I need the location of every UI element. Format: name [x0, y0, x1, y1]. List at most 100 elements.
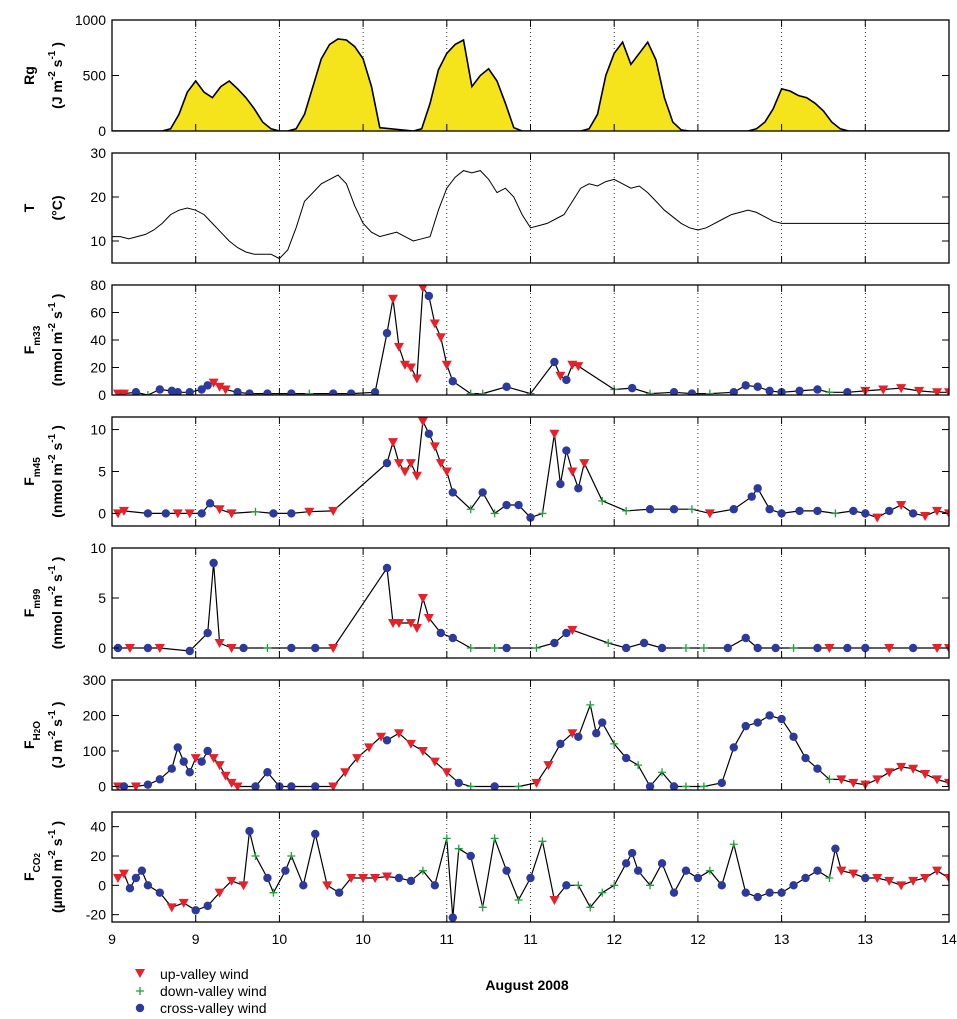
x-tick-label: 11 [440, 931, 455, 947]
cross-valley-marker [424, 291, 434, 301]
cross-valley-marker [382, 458, 392, 468]
up-valley-marker [531, 778, 542, 788]
cross-valley-marker [621, 643, 631, 653]
y-tick-label: 200 [83, 707, 107, 723]
up-valley-marker [932, 506, 943, 516]
up-valley-marker [872, 775, 883, 785]
cross-valley-marker [185, 768, 194, 777]
cross-valley-marker [645, 782, 655, 790]
up-valley-marker [908, 764, 919, 774]
cross-valley-marker [155, 888, 165, 897]
down-valley-marker [646, 881, 655, 890]
up-valley-marker [226, 644, 237, 653]
cross-valley-marker [197, 757, 206, 766]
series-line [118, 562, 949, 652]
up-valley-marker [220, 771, 231, 781]
series-line [118, 702, 949, 788]
down-valley-marker [466, 782, 475, 790]
up-valley-marker [226, 778, 237, 788]
cross-valley-marker [723, 643, 732, 653]
x-tick-label: 13 [858, 931, 874, 947]
panel-fm45: 0 5 10 Fm45 (nmol m-2 s-1 ) [21, 416, 950, 527]
cross-valley-marker [239, 643, 248, 653]
cross-valley-marker [125, 884, 135, 893]
plot-area [113, 558, 949, 656]
cross-valley-marker [627, 848, 637, 858]
up-valley-marker [441, 768, 452, 778]
down-valley-marker [586, 700, 595, 709]
cross-valley-marker [287, 643, 296, 653]
up-valley-marker [944, 388, 949, 395]
cross-valley-marker [861, 643, 870, 653]
up-valley-marker [418, 285, 428, 293]
down-valley-marker [681, 782, 690, 790]
cross-valley-marker [789, 881, 798, 890]
cross-valley-marker [448, 377, 457, 386]
down-valley-marker [610, 739, 619, 748]
up-valley-marker [370, 874, 381, 883]
y-axis-unit: (J m-2 s-1 ) [47, 702, 65, 769]
y-tick-label: 10 [90, 422, 106, 438]
up-valley-marker [322, 881, 333, 891]
legend-cross-marker [135, 1003, 145, 1013]
cross-valley-marker [765, 888, 774, 897]
down-valley-marker [514, 782, 523, 790]
up-valley-marker [358, 874, 369, 883]
plot-area [112, 826, 949, 922]
down-valley-marker [705, 866, 714, 875]
cross-valley-marker [251, 782, 260, 790]
cross-valley-marker [167, 764, 176, 773]
up-valley-marker [387, 294, 398, 304]
cross-valley-marker [861, 873, 870, 883]
up-valley-marker [172, 509, 183, 519]
down-valley-marker [538, 837, 547, 846]
cross-valley-marker [185, 646, 194, 656]
up-valley-marker [118, 389, 129, 395]
up-valley-marker [884, 876, 895, 886]
down-valley-marker [574, 881, 583, 890]
plot-area [112, 38, 949, 131]
series-line [117, 830, 949, 918]
cross-valley-marker [502, 500, 511, 510]
up-valley-marker [704, 509, 715, 519]
y-tick-label: 20 [90, 360, 106, 376]
y-tick-label: 500 [83, 68, 107, 84]
y-tick-label: 30 [90, 145, 106, 161]
up-valley-marker [411, 471, 422, 481]
plot-area [112, 417, 949, 523]
up-valley-marker [393, 619, 404, 628]
up-valley-marker [112, 874, 123, 883]
down-valley-marker [490, 644, 499, 652]
up-valley-marker [435, 333, 446, 343]
y-tick-label: 40 [90, 819, 106, 835]
down-valley-marker [305, 389, 314, 395]
cross-valley-marker [119, 782, 129, 790]
down-valley-marker [514, 896, 523, 904]
up-valley-marker [543, 761, 554, 771]
cross-valley-marker [203, 381, 212, 390]
up-valley-marker [190, 754, 201, 764]
up-valley-marker [579, 459, 590, 469]
cross-valley-marker [502, 382, 511, 391]
up-valley-marker [429, 319, 440, 329]
cross-valley-marker [143, 780, 153, 789]
y-tick-label: -20 [86, 907, 106, 923]
up-valley-marker [411, 624, 422, 633]
up-valley-marker [884, 644, 895, 653]
up-valley-marker [932, 644, 943, 653]
down-valley-marker [269, 888, 278, 897]
plot-area [112, 170, 949, 260]
down-valley-marker [478, 903, 487, 912]
down-valley-marker [586, 903, 595, 912]
y-axis-name: T [21, 203, 37, 212]
cross-valley-marker [155, 775, 165, 784]
up-valley-marker [423, 614, 434, 623]
y-tick-label: 0 [98, 640, 106, 656]
y-tick-label: 0 [98, 505, 106, 521]
up-valley-marker [238, 881, 249, 891]
down-valley-marker [143, 391, 152, 395]
cross-valley-marker [382, 736, 392, 745]
cross-valley-marker [813, 866, 822, 875]
cross-valley-marker [657, 643, 667, 653]
cross-valley-marker [831, 844, 840, 853]
